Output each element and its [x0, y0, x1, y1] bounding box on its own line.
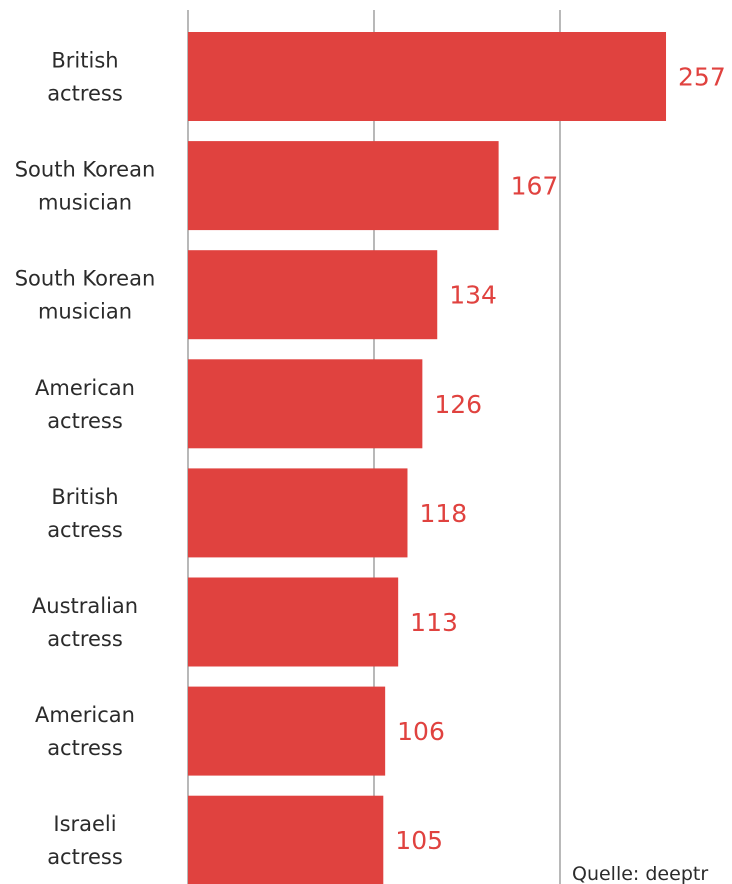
value-label-2: 167 [511, 172, 559, 201]
bar-6 [188, 577, 399, 667]
value-label-5: 118 [419, 499, 467, 528]
category-label-line: British [51, 49, 118, 73]
category-label-8: Israeli actress [47, 812, 123, 869]
bars [188, 32, 667, 884]
category-label-line: actress [47, 627, 123, 651]
category-label-line: South Korean [15, 158, 156, 182]
value-label-1: 257 [678, 63, 726, 92]
category-label-line: actress [47, 82, 123, 106]
category-label-line: British [51, 485, 118, 509]
category-label-line: actress [47, 845, 123, 869]
source-label: Quelle: deeptr [572, 863, 708, 884]
category-label-5: British actress [47, 485, 123, 542]
category-label-4: American actress [35, 376, 135, 433]
category-label-6: Australian actress [32, 594, 138, 651]
category-label-line: actress [47, 409, 123, 433]
category-label-line: musician [38, 191, 132, 215]
bar-5 [188, 468, 408, 558]
bar-1 [188, 32, 667, 121]
category-label-1: British actress [47, 49, 123, 106]
value-label-4: 126 [434, 390, 482, 419]
value-label-8: 105 [395, 826, 443, 855]
category-label-line: Australian [32, 594, 138, 618]
bar-7 [188, 686, 386, 776]
category-label-line: actress [47, 736, 123, 760]
category-label-3: South Korean musician [15, 267, 156, 324]
value-labels: 257 167 134 126 118 113 106 105 [395, 63, 725, 856]
category-label-line: actress [47, 518, 123, 542]
category-label-line: South Korean [15, 267, 156, 291]
bar-2 [188, 141, 499, 231]
value-label-7: 106 [397, 717, 445, 746]
bar-4 [188, 359, 423, 449]
value-label-3: 134 [449, 281, 497, 310]
bar-3 [188, 250, 438, 340]
bar-8 [188, 795, 384, 884]
category-label-line: Israeli [53, 812, 116, 836]
category-label-2: South Korean musician [15, 158, 156, 215]
category-label-line: musician [38, 300, 132, 324]
category-label-line: American [35, 703, 135, 727]
value-label-6: 113 [410, 608, 458, 637]
category-label-7: American actress [35, 703, 135, 760]
category-label-line: American [35, 376, 135, 400]
